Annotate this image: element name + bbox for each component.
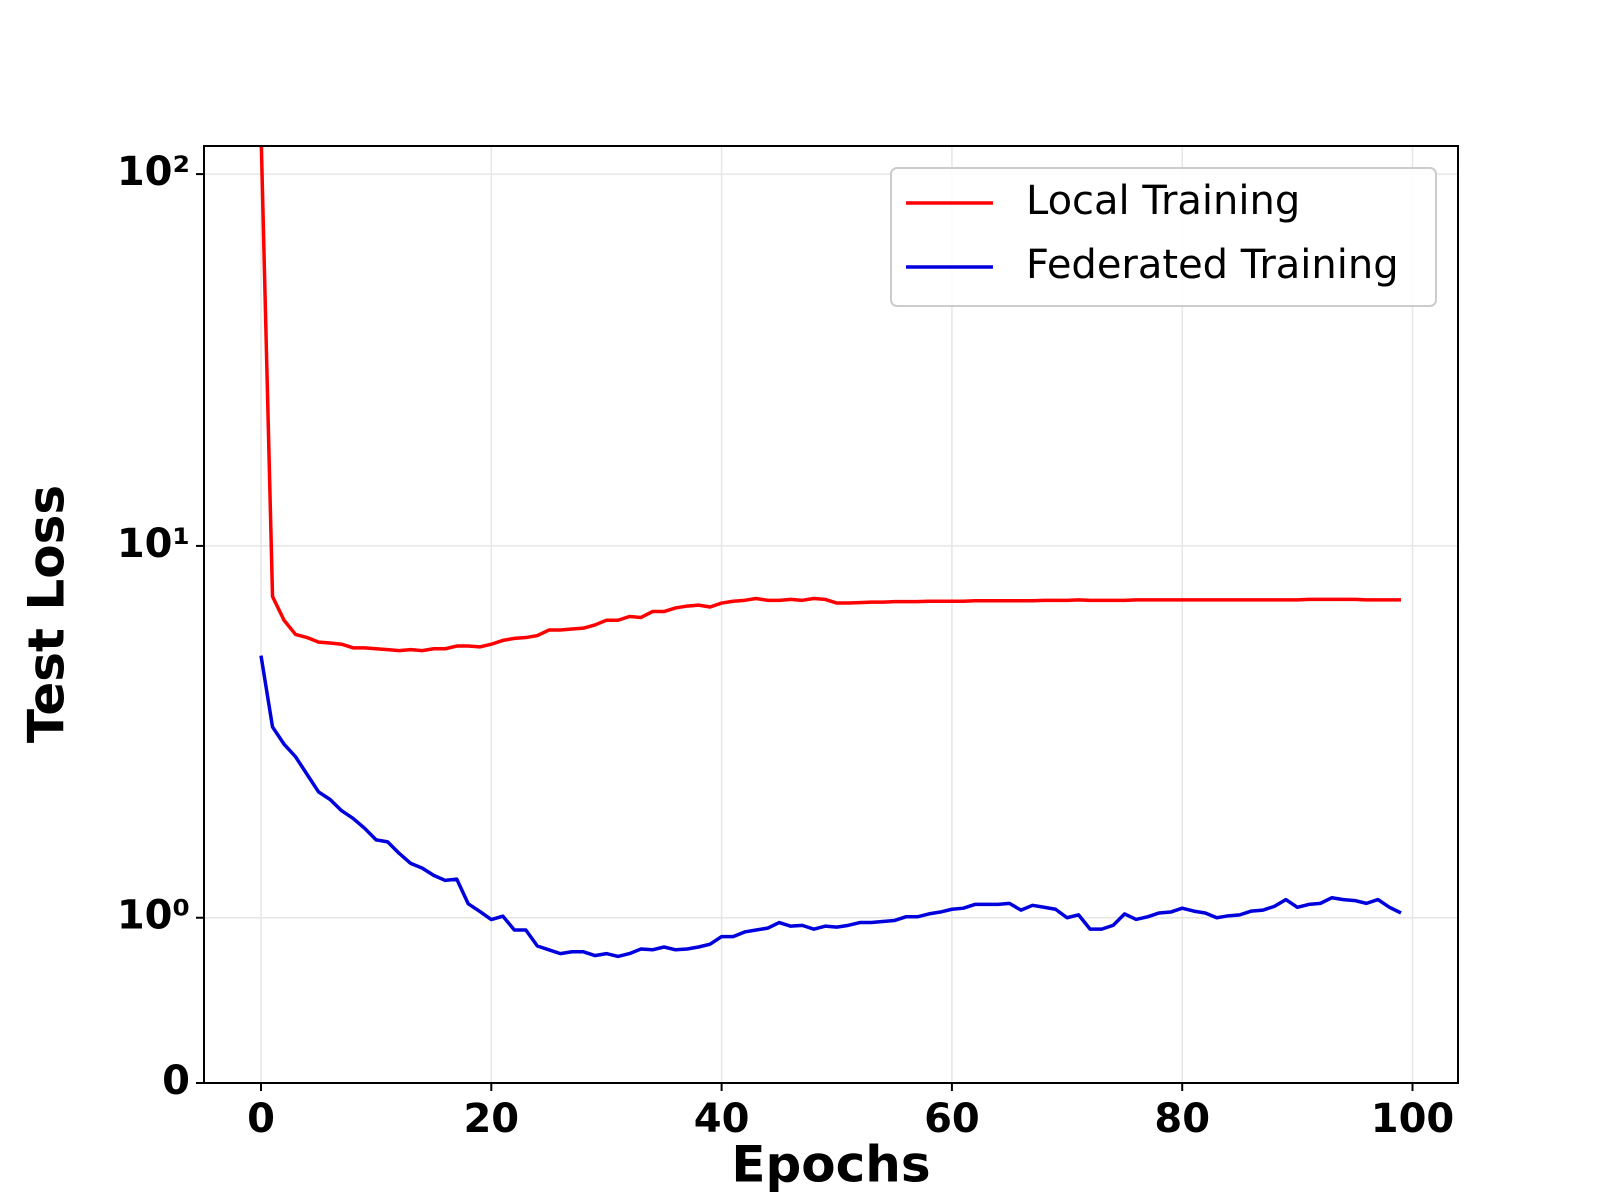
x-tick-label: 0 [247,1096,275,1142]
line [259,146,1401,653]
line [259,655,1402,959]
y-axis-label: Test Loss [18,485,76,743]
y-tick-label: 10² [117,149,190,195]
plot-area [259,146,1402,959]
ticks: 0 20 40 60 80 100 0 10⁰ 10¹ 10² [117,149,1454,1142]
plot-frame [203,145,1459,1084]
x-tick-label: 40 [694,1096,750,1142]
y-tick-label: 10⁰ [117,893,190,939]
y-tick-label: 0 [162,1058,190,1104]
y-tick-label: 10¹ [117,521,190,567]
x-axis-label: Epochs [731,1136,930,1194]
legend: Local Training Federated Training [890,167,1437,307]
x-tick-label: 60 [924,1096,980,1142]
x-tick-label: 20 [463,1096,519,1142]
x-tick-label: 100 [1371,1096,1455,1142]
legend-label: Local Training [1026,178,1300,224]
legend-label: Federated Training [1026,242,1399,288]
legend-box [890,167,1437,307]
x-tick-label: 80 [1154,1096,1210,1142]
